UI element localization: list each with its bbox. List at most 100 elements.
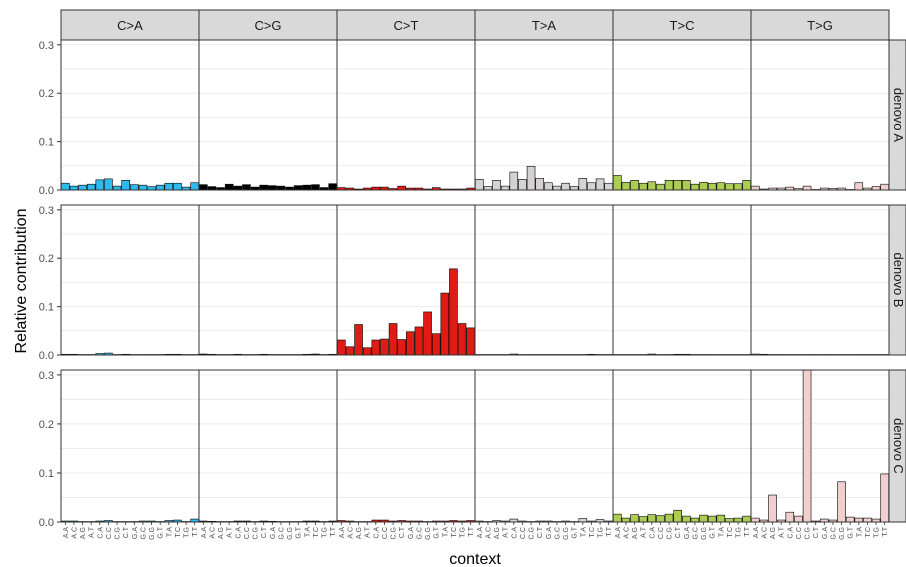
x-tick-label: A.A: [201, 527, 208, 539]
facet-strip: [750, 9, 890, 41]
bar: [164, 182, 174, 191]
bar: [569, 186, 579, 191]
x-tick-label: A.T: [779, 526, 786, 538]
bar: [751, 185, 760, 191]
x-tick-label: C.A: [649, 527, 656, 539]
panel-background: [613, 205, 751, 355]
bar: [733, 183, 743, 191]
x-axis: A.A A.C A.G A.T C.A C.C C.G C.T G.A G.C G.G G.T T.A T…: [63, 522, 889, 540]
x-tick-label: T.G: [874, 527, 881, 538]
y-tick-label: 0.3: [39, 370, 54, 382]
bar: [863, 517, 872, 523]
x-tick-label: C.C: [796, 527, 803, 539]
bar: [78, 184, 87, 191]
bar: [656, 183, 665, 191]
bar: [535, 178, 544, 191]
y-tick-label: 0.1: [39, 302, 54, 314]
x-tick-label: C.A: [511, 527, 518, 539]
x-tick-label: A.C: [623, 527, 630, 539]
bar: [328, 183, 337, 191]
bar: [155, 184, 165, 191]
bar: [69, 185, 79, 191]
bar: [802, 369, 812, 523]
panel-background: [337, 370, 475, 522]
y-tick-label: 0.1: [39, 468, 54, 480]
row-strip-label: denovo A: [891, 88, 906, 143]
bar: [388, 323, 398, 356]
bar: [345, 346, 355, 356]
bar: [751, 517, 760, 523]
x-tick-label: G.G: [425, 527, 432, 540]
x-tick-label: T.C: [451, 527, 458, 538]
bar: [483, 186, 493, 191]
bar: [630, 514, 639, 523]
x-tick-label: T.C: [175, 527, 182, 538]
x-tick-label: A.A: [753, 527, 760, 539]
x-tick-label: C.A: [97, 527, 104, 539]
x-tick-label: T.T: [606, 526, 613, 536]
bar: [337, 339, 346, 356]
x-tick-label: A.T: [503, 526, 510, 538]
x-tick-label: A.A: [339, 527, 346, 539]
x-tick-label: C.T: [399, 526, 406, 538]
x-tick-label: A.A: [477, 527, 484, 539]
bar: [638, 516, 648, 523]
panel-background: [61, 40, 199, 190]
x-tick-label: G.A: [270, 527, 277, 539]
facet-strip-label: T>C: [670, 18, 695, 33]
panel-background: [475, 370, 613, 522]
bar: [190, 182, 199, 191]
row-strip: [888, 204, 906, 356]
bar: [630, 180, 639, 191]
x-axis-title: context: [449, 551, 501, 567]
bar: [690, 183, 700, 191]
bar: [397, 185, 406, 191]
x-tick-label: T.A: [856, 527, 863, 537]
bar: [725, 183, 734, 191]
bar: [147, 186, 156, 191]
bar: [682, 515, 691, 523]
x-tick-label: A.T: [641, 526, 648, 538]
x-tick-label: T.G: [736, 527, 743, 538]
x-tick-label: G.A: [684, 527, 691, 539]
facet-panels: [60, 39, 890, 523]
x-tick-label: C.G: [115, 527, 122, 539]
x-tick-label: G.A: [408, 527, 415, 539]
x-tick-label: T.T: [744, 526, 751, 536]
bar: [587, 182, 596, 191]
x-tick-label: A.C: [209, 527, 216, 539]
bar: [423, 311, 432, 356]
x-tick-label: A.G: [218, 527, 225, 539]
bar: [371, 339, 381, 356]
bar: [699, 181, 708, 191]
x-tick-label: C.T: [537, 526, 544, 538]
x-tick-label: A.C: [347, 527, 354, 539]
x-tick-label: T.A: [718, 527, 725, 537]
x-tick-label: G.T: [158, 526, 165, 538]
x-tick-label: G.T: [848, 526, 855, 538]
bar: [673, 180, 682, 191]
x-tick-label: G.C: [140, 527, 147, 539]
x-tick-label: T.G: [598, 527, 605, 538]
panel-background: [61, 370, 199, 522]
x-tick-label: G.G: [563, 527, 570, 540]
facet-strip-label: T>A: [532, 18, 557, 33]
x-tick-label: G.T: [710, 526, 717, 538]
facet-strip-label: C>G: [254, 18, 281, 33]
x-tick-label: G.C: [692, 527, 699, 539]
bar: [61, 182, 70, 191]
y-axis-title: Relative contribution: [13, 209, 30, 354]
y-tick-label: 0.2: [39, 88, 54, 100]
x-tick-label: T.A: [442, 527, 449, 537]
bar: [707, 515, 717, 523]
x-tick-label: G.A: [546, 527, 553, 539]
bar: [621, 181, 631, 191]
bar: [682, 180, 691, 191]
y-tick-label: 0.0: [39, 517, 54, 529]
bar: [268, 185, 277, 191]
bar: [854, 182, 864, 191]
x-tick-label: G.A: [132, 527, 139, 539]
x-tick-label: T.T: [192, 526, 199, 536]
bar: [845, 516, 855, 523]
y-tick-label: 0.3: [39, 40, 54, 52]
